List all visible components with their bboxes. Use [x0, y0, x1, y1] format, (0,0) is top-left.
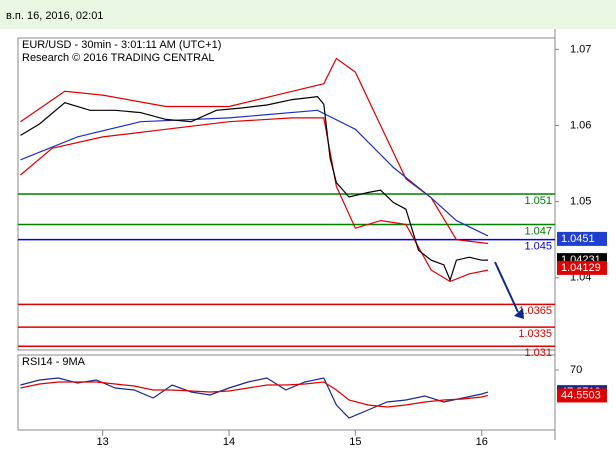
series-line [20, 109, 489, 237]
x-tick-label: 15 [349, 436, 361, 448]
header-bar [0, 0, 616, 29]
timestamp: в.п. 16, 2016, 02:01 [6, 10, 103, 22]
chart-subtitle: Research © 2016 TRADING CENTRAL [22, 52, 215, 64]
level-label: 1.047 [524, 225, 552, 237]
level-label: 1.051 [524, 195, 552, 207]
series-line [20, 95, 489, 282]
price-label-box [557, 260, 607, 275]
arrow-head [514, 308, 524, 319]
arrow [494, 261, 519, 313]
y-tick-label: 70 [570, 364, 582, 376]
price-label: 44.5503 [561, 389, 601, 401]
level-label: 1.031 [524, 347, 552, 359]
price-label: 1.0451 [561, 233, 595, 245]
x-tick-label: 16 [476, 436, 488, 448]
y-tick-label: 1.06 [570, 119, 591, 131]
x-tick-label: 14 [223, 436, 235, 448]
y-tick-label: 1.05 [570, 196, 591, 208]
price-label: 1.04129 [561, 262, 601, 274]
price-label-box [557, 231, 607, 246]
y-tick-label: 1.07 [570, 43, 591, 55]
price-label-box [557, 388, 607, 403]
series-line [20, 117, 489, 283]
level-label: 1.0335 [518, 328, 552, 340]
level-label: 1.045 [524, 241, 552, 253]
x-tick-label: 13 [97, 436, 109, 448]
series-line [20, 381, 489, 408]
level-label: 1.0365 [518, 305, 552, 317]
chart-title: EUR/USD - 30min - 3:01:11 AM (UTC+1) [22, 39, 221, 51]
rsi-title: RSI14 - 9MA [22, 356, 86, 368]
